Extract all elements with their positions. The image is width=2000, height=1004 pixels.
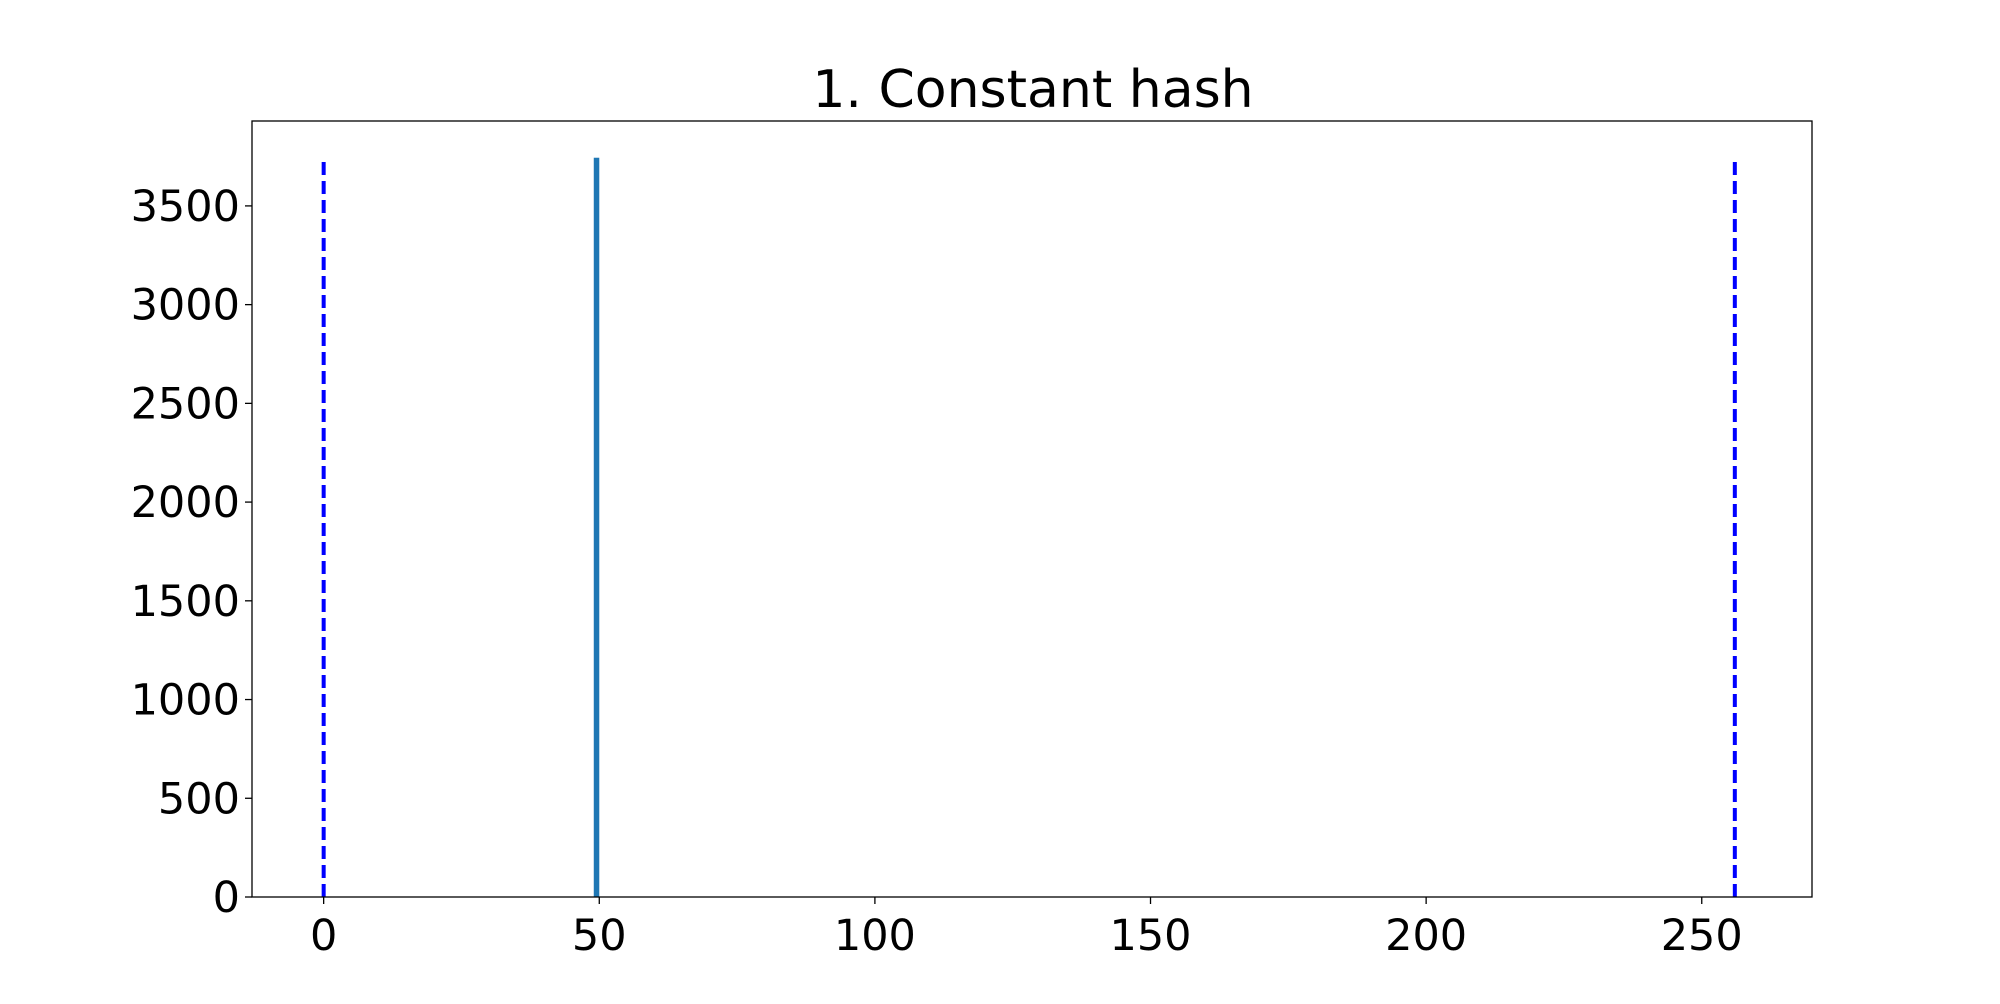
y-tick-label: 0 [213, 873, 240, 923]
chart-title: 1. Constant hash [812, 60, 1253, 120]
y-tick-label: 1500 [131, 577, 240, 627]
x-tick-label: 250 [1661, 911, 1743, 961]
plot-area [321, 157, 1737, 898]
y-tick-label: 500 [158, 774, 240, 824]
y-tick-label: 2500 [131, 379, 240, 429]
plot-frame [251, 120, 1813, 898]
x-tick-label: 150 [1109, 911, 1191, 961]
y-tick-label: 2000 [131, 478, 240, 528]
x-tick-label: 0 [310, 911, 337, 961]
x-tick-label: 50 [572, 911, 627, 961]
axes: 0 50 100 150 200 2500500100015002000250030003… [131, 182, 1743, 961]
y-tick-label: 3000 [131, 281, 240, 331]
x-tick-label: 200 [1385, 911, 1467, 961]
y-tick-label: 1000 [131, 676, 240, 726]
x-tick-label: 100 [834, 911, 916, 961]
y-tick-label: 3500 [131, 182, 240, 232]
histogram-bar [593, 157, 600, 898]
